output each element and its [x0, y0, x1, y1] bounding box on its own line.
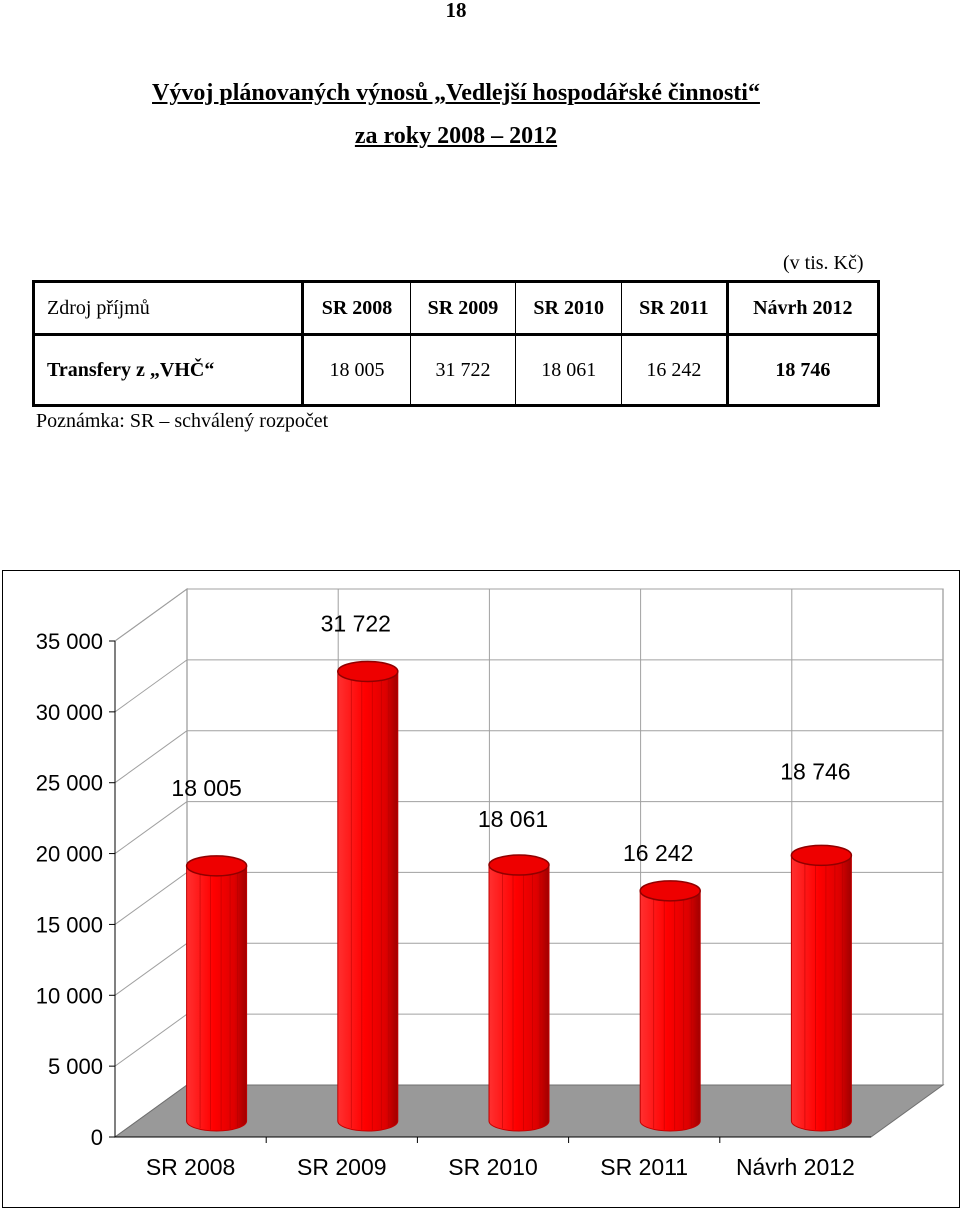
gridline-depth: [114, 942, 188, 996]
bar-body: [790, 854, 852, 1132]
y-tick-label: 35 000: [36, 629, 103, 654]
table-header-cell: SR 2008: [302, 280, 411, 336]
table-header-row: Zdroj příjmů SR 2008 SR 2009 SR 2010 SR …: [31, 280, 881, 336]
data-label: 16 242: [623, 840, 693, 866]
table-header-cell: Zdroj příjmů: [31, 280, 305, 336]
chart: 0 5 000 10 000 15 000 20 000 25 000 30 000 35 0…: [2, 570, 960, 1208]
y-tick-label: 0: [91, 1125, 103, 1150]
bar-body: [186, 865, 248, 1132]
bar-top: [790, 844, 853, 867]
bar: [639, 880, 701, 1132]
bar-top: [337, 660, 399, 683]
gridline-depth: [114, 872, 188, 925]
bar-top: [488, 854, 550, 876]
x-tick-label: Návrh 2012: [736, 1154, 855, 1180]
income-table: Zdroj příjmů SR 2008 SR 2009 SR 2010 SR …: [31, 280, 881, 407]
table-row: Transfery z „VHČ“ 18 005 31 722 18 061 1…: [31, 333, 881, 407]
table-cell: 18 061: [515, 333, 623, 407]
bar: [337, 660, 399, 1132]
bar: [488, 854, 550, 1132]
unit-label: (v tis. Kč): [783, 252, 864, 274]
page-number: 18: [445, 0, 467, 22]
y-tick-label: 5 000: [48, 1054, 103, 1079]
table-header-cell: SR 2011: [621, 280, 728, 336]
gridline-depth: [114, 730, 188, 784]
y-tick-label: 20 000: [36, 842, 103, 867]
page-title: Vývoj plánovaných výnosů „Vedlejší hospo…: [152, 80, 760, 106]
gridline-depth: [114, 659, 188, 713]
bar-body: [639, 890, 701, 1132]
table-header-cell: SR 2009: [409, 280, 517, 336]
data-label: 18 746: [780, 758, 850, 784]
table-header-cell: SR 2010: [515, 280, 623, 336]
bar: [185, 855, 248, 1132]
bar-body: [488, 864, 550, 1132]
note: Poznámka: SR – schválený rozpočet: [36, 410, 329, 432]
data-label: 31 722: [321, 610, 391, 636]
y-tick-label: 10 000: [36, 983, 103, 1008]
page-subtitle: za roky 2008 – 2012: [354, 123, 558, 149]
table-cell: 18 746: [725, 333, 881, 407]
data-label: 18 005: [171, 775, 241, 801]
x-tick-label: SR 2008: [146, 1154, 236, 1180]
gridline-depth: [114, 1013, 188, 1067]
bar-top: [639, 880, 701, 902]
bar-chart: 0 5 000 10 000 15 000 20 000 25 000 30 000 35 0…: [36, 588, 945, 1180]
table-cell: Transfery z „VHČ“: [31, 333, 305, 407]
table-cell: 18 005: [302, 333, 411, 407]
x-tick-label: SR 2009: [297, 1154, 387, 1180]
bar-body: [337, 670, 399, 1132]
bar: [790, 844, 853, 1132]
bar-top: [185, 855, 248, 877]
gridline-depth: [114, 801, 188, 854]
side-wall: [114, 588, 188, 1138]
table-header-cell: Návrh 2012: [725, 280, 881, 336]
y-tick-label: 30 000: [36, 700, 103, 725]
table-cell: 31 722: [409, 333, 517, 407]
y-tick-label: 15 000: [36, 912, 103, 937]
x-tick-label: SR 2010: [448, 1154, 538, 1180]
x-tick-label: SR 2011: [600, 1154, 688, 1180]
data-label: 18 061: [478, 806, 548, 832]
y-tick-label: 25 000: [36, 771, 103, 796]
gridline-depth: [114, 588, 188, 642]
table-cell: 16 242: [621, 333, 728, 407]
